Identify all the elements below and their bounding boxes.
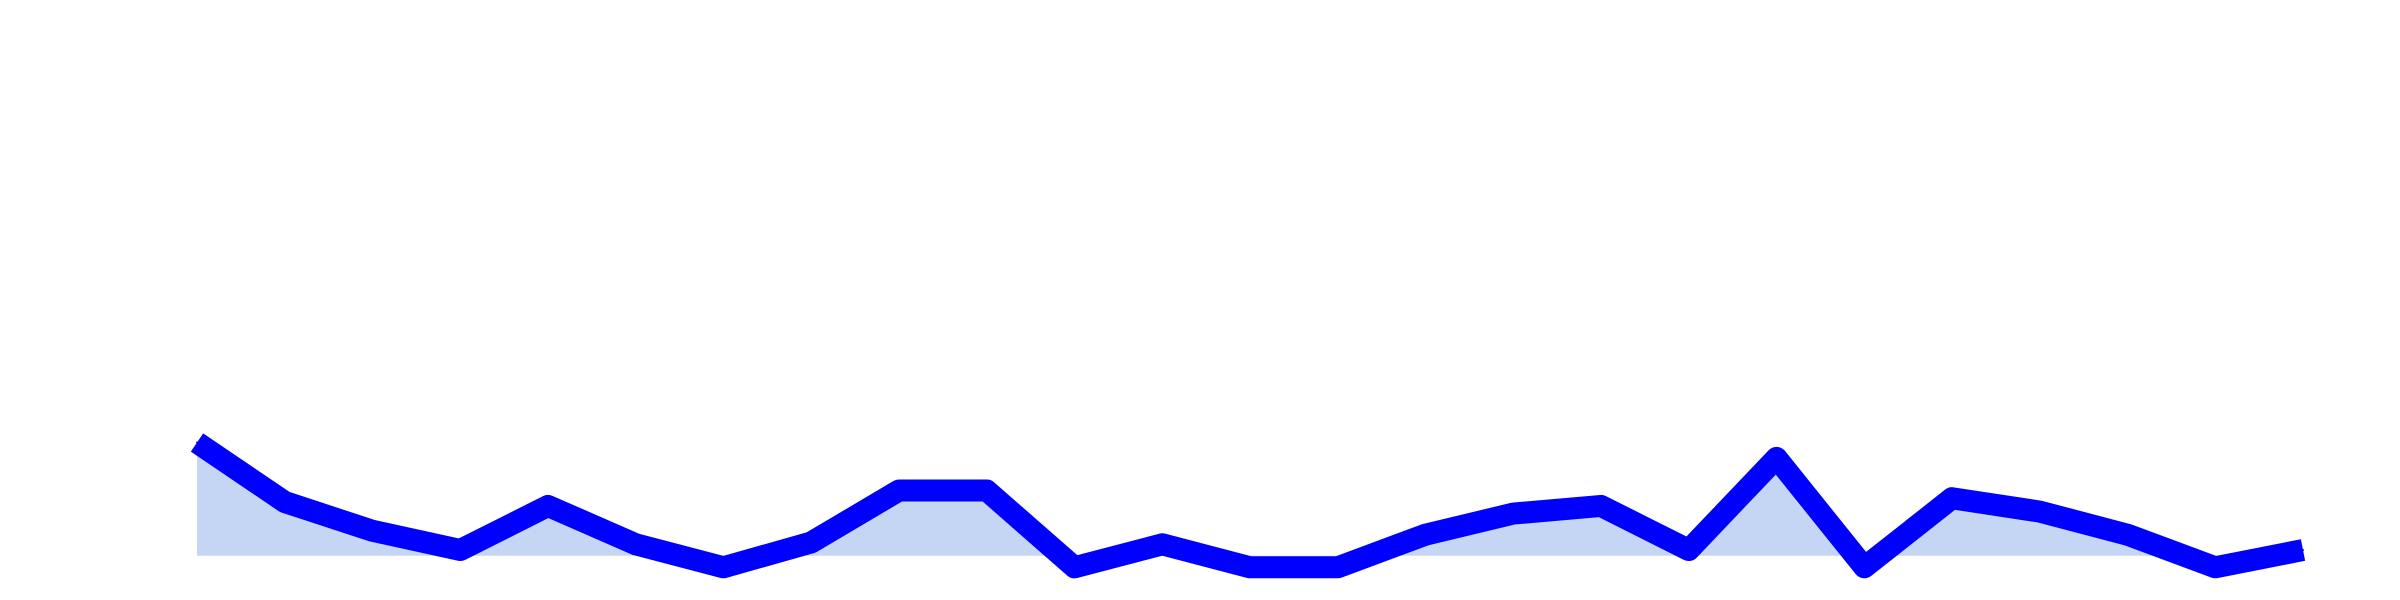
data-point-20 (1863, 566, 1866, 569)
data-point-4 (459, 549, 462, 551)
data-point-2 (283, 501, 286, 503)
data-point-24 (2214, 566, 2217, 569)
data-point-1 (196, 441, 198, 444)
data-point-8 (810, 541, 813, 544)
data-point-21 (1951, 497, 1953, 500)
data-point-18 (1687, 549, 1690, 551)
data-point-13 (1249, 566, 1251, 569)
data-point-15 (1424, 533, 1427, 536)
data-point-6 (634, 543, 637, 546)
data-point-10 (985, 489, 988, 492)
data-point-19 (1775, 456, 1778, 459)
data-point-25 (2302, 549, 2304, 551)
data-point-9 (898, 489, 900, 492)
data-point-12 (1161, 543, 1164, 546)
data-point-22 (2038, 510, 2041, 513)
data-points (196, 441, 2304, 569)
data-point-7 (722, 566, 725, 569)
data-point-17 (1600, 504, 1602, 507)
data-point-14 (1336, 566, 1339, 569)
data-point-16 (1512, 512, 1515, 515)
data-point-11 (1073, 566, 1076, 569)
data-point-5 (547, 504, 549, 507)
data-point-3 (371, 529, 374, 532)
data-point-23 (2126, 533, 2129, 536)
